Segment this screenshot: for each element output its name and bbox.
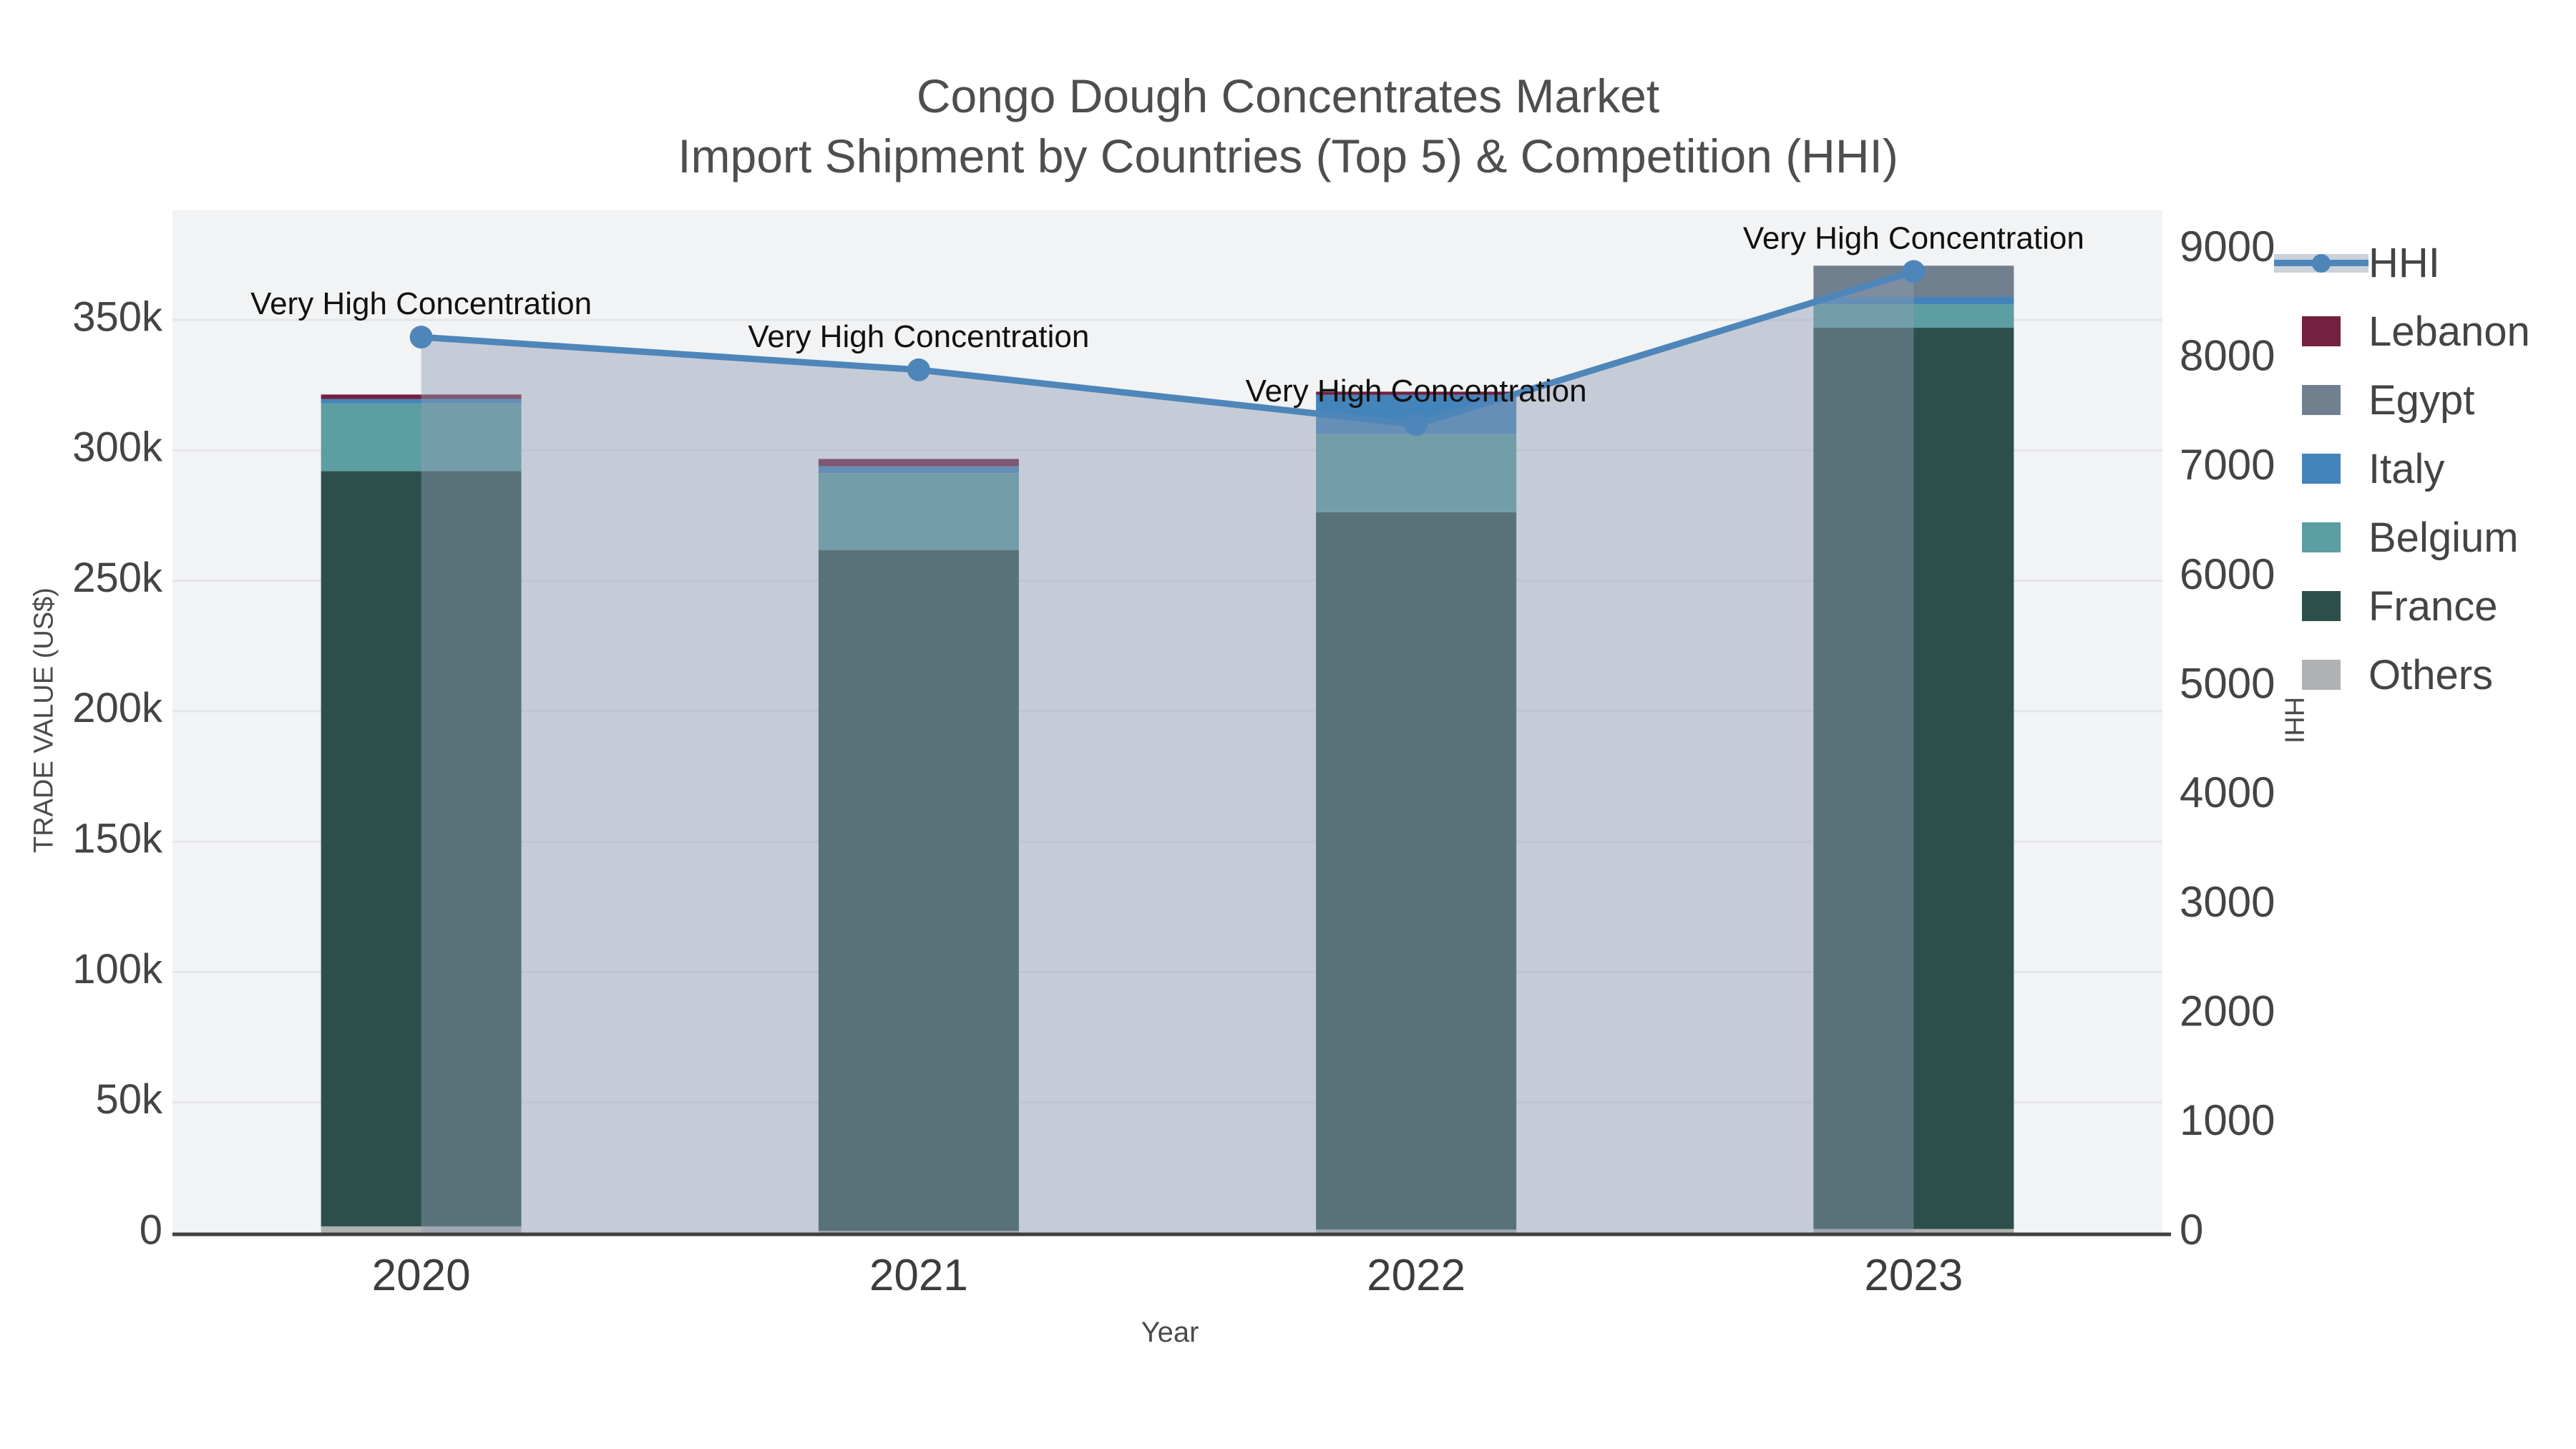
bar-segment-italy-2020[interactable] xyxy=(321,399,522,404)
left-axis-tick-label: 250k xyxy=(72,555,163,601)
bar-segment-lebanon-2022[interactable] xyxy=(1316,391,1517,395)
legend-swatch-icon xyxy=(2302,660,2341,690)
left-axis-tick-label: 50k xyxy=(95,1076,163,1123)
x-axis-tick-label-2023: 2023 xyxy=(1864,1251,1963,1300)
chart-title-line1: Congo Dough Concentrates Market xyxy=(916,69,1660,122)
hhi-line xyxy=(421,268,1915,428)
bar-segment-belgium-2022[interactable] xyxy=(1316,434,1517,512)
legend-swatch-icon xyxy=(2302,522,2341,552)
legend-label: Egypt xyxy=(2368,376,2475,424)
legend-label: France xyxy=(2368,582,2498,630)
bar-segment-belgium-2020[interactable] xyxy=(321,403,522,472)
right-axis-tick-label: 3000 xyxy=(2180,878,2275,926)
legend-label: Lebanon xyxy=(2368,308,2530,355)
bar-segment-others-2022[interactable] xyxy=(1316,1229,1517,1233)
left-axis-tick-label: 350k xyxy=(72,293,163,340)
legend-item-belgium[interactable]: Belgium xyxy=(2274,503,2530,572)
hhi-marker-2022[interactable] xyxy=(1405,413,1428,436)
left-axis-tick-label: 150k xyxy=(72,816,163,862)
bar-segment-others-2023[interactable] xyxy=(1813,1229,2014,1233)
right-axis-tick-label: 5000 xyxy=(2180,659,2275,707)
x-axis-tick-label-2021: 2021 xyxy=(869,1251,968,1300)
x-axis-title: Year xyxy=(1141,1317,1199,1348)
right-axis-tick-label: 7000 xyxy=(2180,441,2275,489)
bar-segment-france-2023[interactable] xyxy=(1813,328,2014,1229)
bar-segment-others-2021[interactable] xyxy=(818,1231,1019,1233)
x-axis-tick-label-2022: 2022 xyxy=(1367,1251,1465,1300)
legend-swatch-icon xyxy=(2302,316,2341,346)
right-axis-tick-label: 1000 xyxy=(2180,1096,2275,1144)
legend-item-lebanon[interactable]: Lebanon xyxy=(2274,297,2530,366)
hhi-fill-area xyxy=(421,271,1914,1233)
legend-label: HHI xyxy=(2368,239,2440,286)
legend-item-egypt[interactable]: Egypt xyxy=(2274,366,2530,434)
bar-segment-italy-2021[interactable] xyxy=(818,466,1019,474)
right-axis-tick-label: 4000 xyxy=(2180,769,2275,816)
hhi-marker-2020[interactable] xyxy=(409,326,433,349)
legend-label: Belgium xyxy=(2368,514,2519,561)
left-axis-tick-label: 300k xyxy=(72,424,163,471)
right-axis-tick-label: 0 xyxy=(2180,1206,2203,1254)
left-axis-tick-label: 200k xyxy=(72,685,163,731)
legend-line-sample-icon xyxy=(2274,248,2368,277)
bar-segment-belgium-2021[interactable] xyxy=(818,473,1019,550)
bar-segment-italy-2023[interactable] xyxy=(1813,297,2014,305)
legend: HHI Lebanon Egypt Italy Belgium France Others xyxy=(2274,228,2530,709)
chart-title-line2: Import Shipment by Countries (Top 5) & C… xyxy=(678,130,1898,182)
right-axis-tick-label: 2000 xyxy=(2180,987,2275,1035)
legend-swatch-icon xyxy=(2302,454,2341,484)
bar-segment-others-2020[interactable] xyxy=(321,1226,522,1233)
legend-swatch-icon xyxy=(2302,591,2341,621)
bar-segment-lebanon-2021[interactable] xyxy=(818,459,1019,467)
bar-segment-france-2021[interactable] xyxy=(818,550,1019,1231)
legend-label: Italy xyxy=(2368,445,2445,492)
bar-segment-lebanon-2020[interactable] xyxy=(321,394,522,399)
right-axis-tick-label: 9000 xyxy=(2180,223,2275,270)
left-y-axis-title: TRADE VALUE (US$) xyxy=(29,587,59,853)
bar-segment-france-2022[interactable] xyxy=(1316,512,1517,1230)
legend-label: Others xyxy=(2368,651,2494,698)
bar-segment-france-2020[interactable] xyxy=(321,471,522,1226)
legend-item-france[interactable]: France xyxy=(2274,572,2530,640)
annotation-2023: Very High Concentration xyxy=(1743,220,2084,255)
legend-swatch-icon xyxy=(2302,385,2341,415)
legend-item-others[interactable]: Others xyxy=(2274,640,2530,709)
right-axis-tick-label: 8000 xyxy=(2180,331,2275,379)
hhi-marker-2023[interactable] xyxy=(1902,260,1926,283)
legend-item-hhi[interactable]: HHI xyxy=(2274,228,2530,297)
right-axis-tick-label: 6000 xyxy=(2180,550,2275,598)
legend-item-italy[interactable]: Italy xyxy=(2274,434,2530,503)
annotation-2020: Very High Concentration xyxy=(250,286,592,321)
bar-segment-belgium-2023[interactable] xyxy=(1813,304,2014,328)
annotation-2022: Very High Concentration xyxy=(1246,374,1587,409)
left-axis-tick-label: 100k xyxy=(72,946,163,992)
hhi-marker-2021[interactable] xyxy=(907,358,930,381)
left-axis-tick-label: 0 xyxy=(140,1206,162,1253)
x-axis-tick-label-2020: 2020 xyxy=(372,1251,471,1300)
annotation-2021: Very High Concentration xyxy=(748,319,1089,354)
